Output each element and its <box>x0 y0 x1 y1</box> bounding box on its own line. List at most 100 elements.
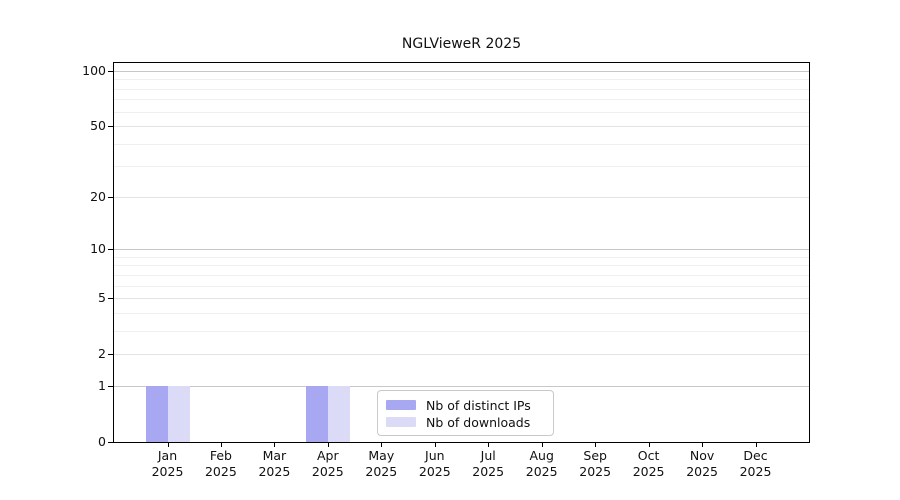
legend-item-downloads: Nb of downloads <box>386 414 545 430</box>
x-tick-year: 2025 <box>418 464 451 479</box>
bar-nb-of-distinct-ips-jan <box>145 386 168 442</box>
x-tick-label: Jul 2025 <box>456 448 520 480</box>
x-tick-label: Sep 2025 <box>563 448 627 480</box>
y-tick-label: 0 <box>98 434 106 449</box>
legend-item-distinct-ips: Nb of distinct IPs <box>386 397 545 413</box>
legend-label-distinct-ips: Nb of distinct IPs <box>426 397 531 413</box>
x-tick-month: Jun <box>425 448 445 463</box>
x-tick-year: 2025 <box>739 464 772 479</box>
legend-swatch-downloads <box>386 417 416 427</box>
x-tick-year: 2025 <box>579 464 612 479</box>
y-tick-label: 100 <box>82 63 106 78</box>
x-tick-year: 2025 <box>472 464 505 479</box>
x-tick-mark <box>702 443 704 447</box>
x-tick-label: Apr 2025 <box>296 448 360 480</box>
gridline-minor <box>114 111 809 113</box>
x-tick-year: 2025 <box>365 464 398 479</box>
y-tick-label: 1 <box>98 378 106 394</box>
gridline-minor <box>114 143 809 145</box>
gridline-minor <box>114 312 809 314</box>
gridline-minor <box>114 285 809 287</box>
y-tick-label: 2 <box>98 345 106 361</box>
x-tick-year: 2025 <box>686 464 718 479</box>
y-tick-mark <box>108 298 113 299</box>
gridline-major <box>114 386 809 388</box>
gridline-major <box>114 71 809 72</box>
x-tick-month: Feb <box>209 448 232 463</box>
x-tick-month: May <box>368 448 395 463</box>
x-tick-mark <box>541 443 543 447</box>
gridline-major <box>114 125 809 127</box>
x-tick-month: Aug <box>529 448 554 463</box>
y-tick-label: 10 <box>90 241 106 257</box>
y-tick-mark <box>108 125 113 127</box>
x-tick-month: Oct <box>637 448 660 463</box>
x-tick-year: 2025 <box>525 464 558 479</box>
y-tick-mark <box>108 71 113 72</box>
gridline-minor <box>114 79 809 81</box>
x-tick-label: May 2025 <box>349 448 413 480</box>
x-tick-mark <box>167 443 169 447</box>
x-tick-label: Jun 2025 <box>403 448 467 480</box>
x-tick-month: Mar <box>262 448 287 463</box>
y-tick-label: 50 <box>90 117 106 133</box>
y-tick-mark <box>108 249 113 251</box>
chart-title: NGLVieweR 2025 <box>401 36 522 52</box>
x-tick-mark <box>220 443 222 447</box>
gridline-minor <box>114 256 809 258</box>
legend-label-downloads: Nb of downloads <box>426 414 531 430</box>
bar-nb-of-distinct-ips-apr <box>305 386 328 442</box>
gridline-minor <box>114 99 809 101</box>
x-tick-month: Jan <box>157 448 178 463</box>
x-tick-mark <box>755 443 757 447</box>
x-tick-year: 2025 <box>311 464 344 479</box>
bar-nb-of-downloads-apr <box>327 386 350 442</box>
x-tick-year: 2025 <box>258 464 291 479</box>
y-tick-label: 20 <box>90 189 106 205</box>
gridline-minor <box>114 165 809 167</box>
x-tick-mark <box>488 443 490 447</box>
grid-layer <box>114 63 809 442</box>
x-tick-label: Dec 2025 <box>724 448 788 480</box>
x-tick-month: Dec <box>743 448 768 463</box>
x-tick-label: Nov 2025 <box>670 448 734 480</box>
x-tick-mark <box>327 443 329 447</box>
x-tick-mark <box>381 443 383 447</box>
y-tick-mark <box>108 386 113 388</box>
y-tick-mark <box>108 197 113 199</box>
bar-nb-of-downloads-jan <box>167 386 190 442</box>
bars-layer <box>114 63 809 442</box>
gridline-major <box>114 353 809 355</box>
gridline-minor <box>114 330 809 332</box>
x-tick-mark <box>274 443 276 447</box>
gridline-major <box>114 298 809 299</box>
x-tick-label: Mar 2025 <box>242 448 306 480</box>
x-tick-label: Feb 2025 <box>189 448 253 480</box>
gridline-major <box>114 197 809 199</box>
x-tick-label: Aug 2025 <box>510 448 574 480</box>
y-tick-mark <box>108 442 113 443</box>
gridline-minor <box>114 88 809 90</box>
gridline-minor <box>114 274 809 276</box>
x-tick-label: Jan 2025 <box>136 448 200 480</box>
x-tick-month: Sep <box>583 448 607 463</box>
x-tick-month: Apr <box>316 448 339 463</box>
x-tick-label: Oct 2025 <box>617 448 681 480</box>
y-tick-mark <box>108 353 113 355</box>
x-tick-year: 2025 <box>204 464 237 479</box>
x-tick-mark <box>648 443 650 447</box>
x-tick-year: 2025 <box>151 464 184 479</box>
gridline-major <box>114 249 809 251</box>
x-tick-month: Nov <box>689 448 715 463</box>
plot-area: Nb of distinct IPs Nb of downloads <box>113 62 810 443</box>
legend-swatch-distinct-ips <box>386 400 416 410</box>
gridline-minor <box>114 265 809 267</box>
legend: Nb of distinct IPs Nb of downloads <box>377 390 554 436</box>
x-tick-month: Jul <box>480 448 496 463</box>
x-tick-year: 2025 <box>632 464 665 479</box>
x-tick-mark <box>595 443 597 447</box>
x-tick-mark <box>434 443 436 447</box>
y-tick-label: 5 <box>98 290 106 305</box>
